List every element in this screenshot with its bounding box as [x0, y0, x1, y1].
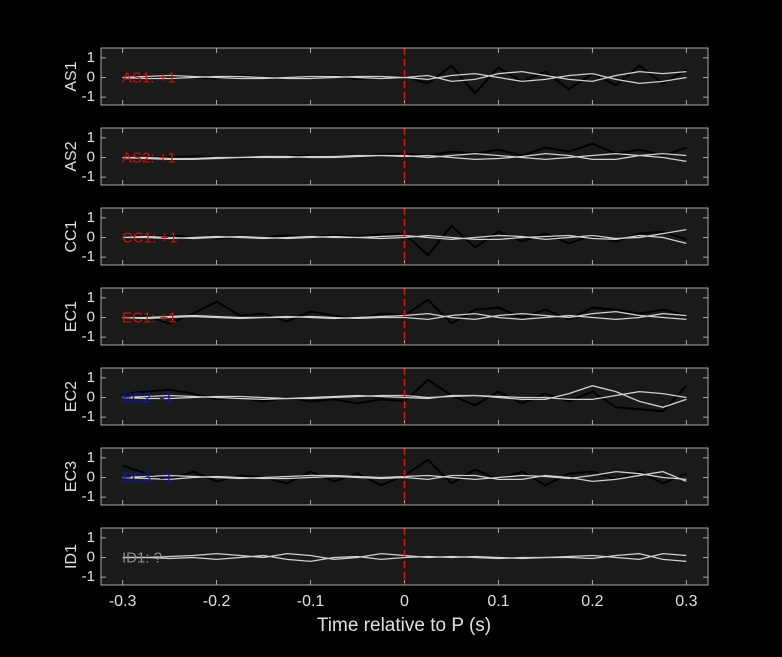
y-tick-label: 1 — [87, 129, 95, 146]
panel-frame — [100, 447, 709, 506]
y-tick-label: 1 — [87, 289, 95, 306]
y-axis-label: CC1 — [63, 220, 80, 252]
y-tick-label: 0 — [87, 548, 95, 565]
panel-frame — [100, 367, 709, 426]
panel-frame — [100, 127, 709, 186]
y-tick-label: -1 — [82, 408, 95, 425]
trace — [122, 470, 687, 483]
panel-frame — [100, 207, 709, 266]
panel-frame — [100, 527, 709, 586]
y-tick-label: 1 — [87, 449, 95, 466]
trace — [122, 72, 687, 85]
y-tick-label: 1 — [87, 369, 95, 386]
y-tick-label: -1 — [82, 168, 95, 185]
y-tick-label: -1 — [82, 248, 95, 265]
y-tick-label: 0 — [87, 148, 95, 165]
x-axis-label: Time relative to P (s) — [317, 615, 491, 636]
annotation: EC3: -1 — [122, 469, 173, 486]
y-tick-label: 0 — [87, 468, 95, 485]
annotation: ID1: ? — [122, 549, 162, 566]
x-tick-label: 0 — [400, 593, 409, 610]
y-axis-label: AS2 — [63, 141, 80, 171]
y-tick-label: 1 — [87, 209, 95, 226]
y-tick-label: 0 — [87, 68, 95, 85]
y-tick-label: -1 — [82, 88, 95, 105]
x-tick-label: -0.2 — [203, 593, 231, 610]
y-tick-label: -1 — [82, 328, 95, 345]
x-tick-label: -0.3 — [109, 593, 137, 610]
x-tick-label: 0.2 — [581, 593, 603, 610]
x-tick-label: -0.1 — [297, 593, 325, 610]
trace — [122, 312, 687, 321]
annotation: EC1: +1 — [122, 309, 177, 326]
annotation: CC1: +1 — [122, 229, 177, 246]
annotation: EC2: -1 — [122, 389, 173, 406]
trace — [122, 385, 687, 408]
panel-frame — [100, 287, 709, 346]
y-tick-label: 0 — [87, 388, 95, 405]
y-tick-label: -1 — [82, 568, 95, 585]
y-axis-label: EC3 — [63, 461, 80, 492]
x-tick-label: 0.3 — [675, 593, 697, 610]
y-tick-label: 0 — [87, 228, 95, 245]
y-axis-label: AS1 — [63, 61, 80, 91]
y-tick-label: 1 — [87, 49, 95, 66]
y-tick-label: -1 — [82, 488, 95, 505]
trace — [122, 552, 687, 563]
y-axis-label: ID1 — [63, 544, 80, 569]
y-tick-label: 1 — [87, 529, 95, 546]
x-tick-label: 0.1 — [487, 593, 509, 610]
y-tick-label: 0 — [87, 308, 95, 325]
trace — [122, 234, 687, 245]
panel-frame — [100, 47, 709, 106]
y-axis-label: EC1 — [63, 301, 80, 332]
y-axis-label: EC2 — [63, 381, 80, 412]
annotation: AS1: +1 — [122, 69, 176, 86]
annotation: AS2: +1 — [122, 149, 176, 166]
